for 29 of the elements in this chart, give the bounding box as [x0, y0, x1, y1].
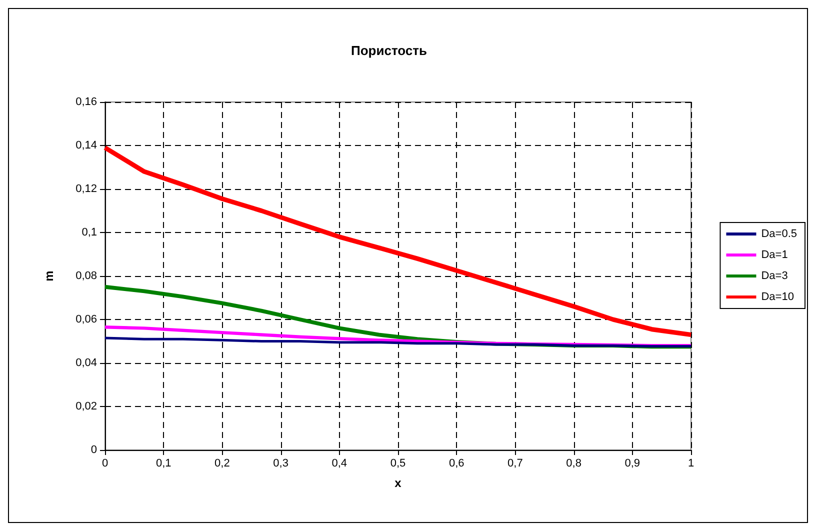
x-tick-label: 0,2: [214, 458, 230, 470]
legend-label: Da=0.5: [761, 228, 798, 240]
x-tick-label: 0,8: [566, 458, 582, 470]
line-series: [104, 336, 692, 348]
chart-title: Пористость: [350, 43, 428, 58]
x-tick-label: 0,9: [624, 458, 640, 470]
x-tick-label: 0,1: [156, 458, 172, 470]
y-tick-label: 0,16: [76, 96, 97, 108]
y-tick-label: 0,1: [82, 226, 97, 238]
legend-label: Da=1: [761, 249, 788, 261]
y-tick-label: 0,06: [76, 314, 97, 326]
x-tick-label: 0,3: [273, 458, 288, 470]
legend-label: Da=3: [761, 270, 788, 282]
y-axis-title: m: [42, 270, 56, 282]
legend-label: Da=10: [761, 291, 794, 303]
x-tick-label: 0,5: [390, 458, 406, 470]
y-tick-label: 0,12: [76, 183, 97, 195]
y-tick-label: 0,04: [76, 357, 97, 369]
x-tick-label: 1: [688, 458, 694, 470]
y-tick-label: 0,14: [76, 140, 97, 152]
x-axis-title: x: [394, 476, 402, 490]
x-tick-label: 0,4: [332, 458, 348, 470]
x-tick-label: 0,7: [508, 458, 523, 470]
y-tick-label: 0: [90, 444, 97, 456]
line-series: [102, 145, 694, 338]
y-tick-label: 0,08: [76, 270, 97, 282]
x-tick-label: 0,6: [448, 458, 464, 470]
y-tick-label: 0,02: [76, 400, 97, 412]
x-tick-label: 0: [102, 458, 108, 470]
